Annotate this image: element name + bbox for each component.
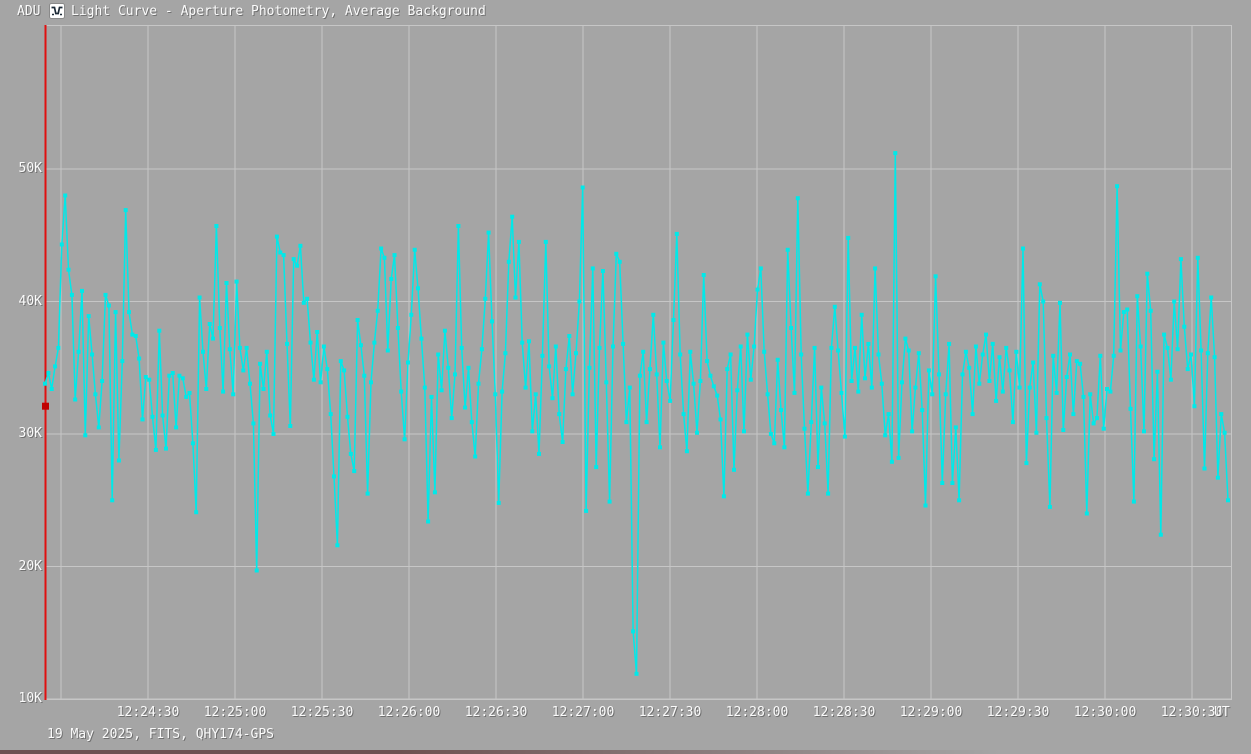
y-tick-50K: 50K [18, 161, 42, 176]
y-axis-unit-label: ADU [17, 4, 41, 19]
y-tick-40K: 40K [18, 293, 42, 309]
x-tick-12:30:00: 12:30:00 [1073, 705, 1137, 720]
x-tick-12:27:30: 12:27:30 [638, 705, 702, 720]
recording-info: 19 May 2025, FITS, QHY174-GPS [47, 727, 274, 742]
ut-suffix-label: UT [1214, 705, 1230, 720]
bottom-progress-strip [0, 750, 1000, 754]
x-tick-12:28:30: 12:28:30 [812, 705, 876, 720]
x-tick-12:30:30: 12:30:30 [1160, 705, 1224, 720]
x-tick-12:28:00: 12:28:00 [725, 705, 789, 720]
x-tick-12:25:00: 12:25:00 [203, 705, 267, 720]
x-tick-12:26:30: 12:26:30 [464, 705, 528, 720]
y-tick-20K: 20K [18, 558, 42, 574]
y-tick-30K: 30K [18, 426, 42, 441]
x-tick-12:27:00: 12:27:00 [551, 705, 615, 720]
x-tick-12:25:30: 12:25:30 [290, 705, 354, 720]
x-tick-12:24:30: 12:24:30 [116, 705, 180, 720]
y-tick-10K: 10K [18, 691, 42, 706]
light-curve-icon [49, 3, 65, 19]
chart-title: Light Curve - Aperture Photometry, Avera… [71, 4, 486, 19]
x-tick-12:26:00: 12:26:00 [377, 705, 441, 720]
x-tick-12:29:30: 12:29:30 [986, 705, 1050, 720]
x-tick-12:29:00: 12:29:00 [899, 705, 963, 720]
